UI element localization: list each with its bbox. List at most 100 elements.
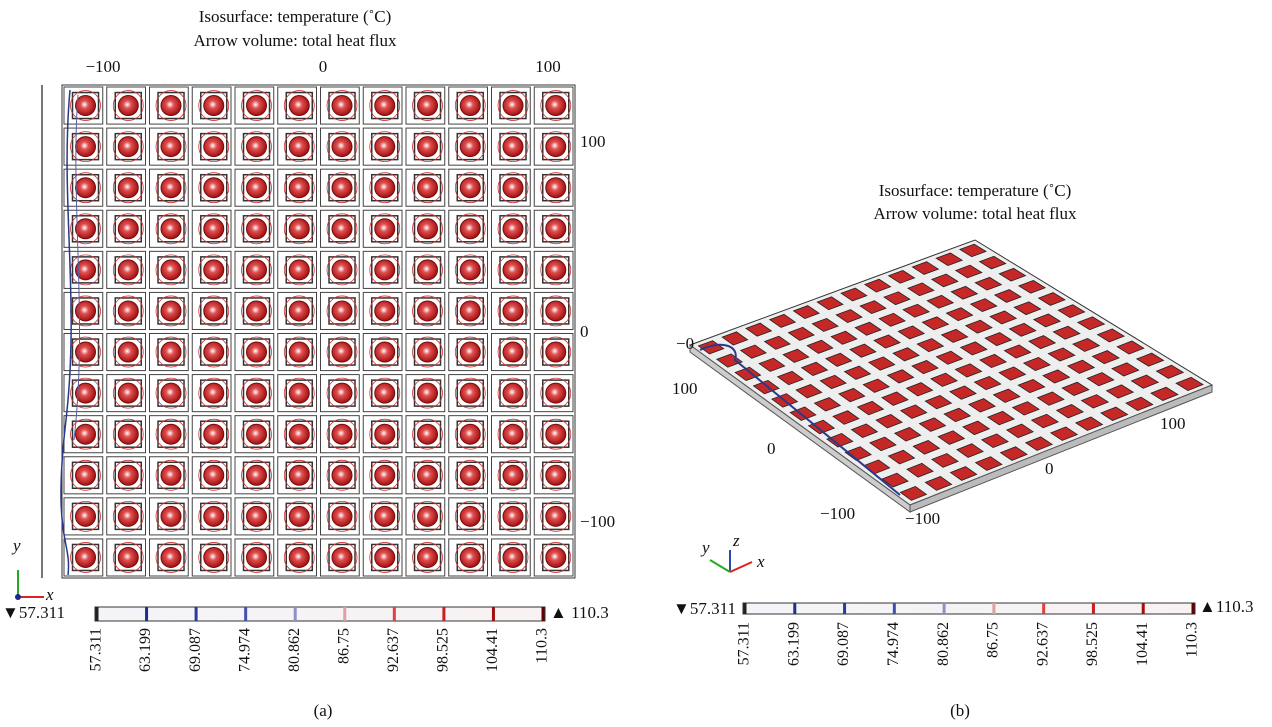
heat-spot <box>247 178 267 198</box>
figure: Isosurface: temperature (˚C) Arrow volum… <box>0 0 1272 727</box>
colorbar-tick: 110.3 <box>534 628 551 663</box>
axis-label: y <box>700 538 710 557</box>
heat-spot <box>161 260 181 280</box>
colorbar-mark <box>1142 603 1145 614</box>
heat-spot <box>118 506 138 526</box>
title: Arrow volume: total heat flux <box>193 31 397 50</box>
heat-spot <box>161 547 181 567</box>
heat-spot <box>289 342 309 362</box>
colorbar-tick: 98.525 <box>1084 622 1101 666</box>
heat-spot <box>161 465 181 485</box>
title: Isosurface: temperature (˚C) <box>199 7 392 26</box>
heat-spot <box>332 547 352 567</box>
colorbar-tick: 92.637 <box>1034 622 1051 666</box>
heat-spot <box>118 465 138 485</box>
colorbar-mark <box>96 607 99 621</box>
heat-spot <box>204 547 224 567</box>
colorbar <box>743 603 1195 614</box>
heat-spot <box>546 260 566 280</box>
colorbar-min: ▼57.311 <box>673 599 736 618</box>
heat-spot <box>418 465 438 485</box>
axis-label: x <box>45 585 54 604</box>
colorbar-tick: 110.3 <box>1184 622 1201 657</box>
caption: (a) <box>314 701 333 720</box>
colorbar-tick: 80.862 <box>935 622 952 666</box>
heat-spot <box>76 465 96 485</box>
heat-spot <box>460 260 480 280</box>
colorbar-max: ▲110.3 <box>1199 597 1253 616</box>
colorbar-tick: 104.41 <box>484 628 501 672</box>
colorbar-mark <box>893 603 896 614</box>
heat-spot <box>546 219 566 239</box>
heat-spot <box>460 342 480 362</box>
heat-spot <box>460 424 480 444</box>
heat-spot <box>546 465 566 485</box>
heat-spot <box>503 506 523 526</box>
tick-label: 0 <box>767 439 776 458</box>
colorbar-mark <box>343 607 346 621</box>
colorbar-tick: 74.974 <box>885 622 902 666</box>
title: Isosurface: temperature (˚C) <box>879 181 1072 200</box>
colorbar-tick: 63.199 <box>785 622 802 666</box>
axis-label: z <box>732 531 740 550</box>
colorbar-mark <box>1042 603 1045 614</box>
heat-spot <box>161 301 181 321</box>
heat-spot <box>546 301 566 321</box>
heat-spot <box>247 547 267 567</box>
heat-spot <box>161 506 181 526</box>
heat-spot <box>546 178 566 198</box>
axis-origin <box>15 594 21 600</box>
heat-spot <box>118 383 138 403</box>
heat-spot <box>332 137 352 157</box>
heat-spot <box>76 547 96 567</box>
heat-spot <box>503 178 523 198</box>
heat-spot <box>503 260 523 280</box>
heat-spot <box>289 547 309 567</box>
heat-spot <box>375 547 395 567</box>
tick-label: 100 <box>672 379 698 398</box>
heat-spot <box>332 96 352 116</box>
heat-spot <box>118 137 138 157</box>
colorbar-mark <box>943 603 946 614</box>
heat-spot <box>546 547 566 567</box>
tick-label: −100 <box>905 509 940 528</box>
heat-spot <box>375 424 395 444</box>
heat-spot <box>546 342 566 362</box>
heat-spot <box>289 506 309 526</box>
heat-spot <box>332 465 352 485</box>
heat-spot <box>503 383 523 403</box>
axis-label: x <box>756 552 765 571</box>
colorbar-tick: 69.087 <box>835 622 852 666</box>
heat-spot <box>247 383 267 403</box>
heat-spot <box>247 424 267 444</box>
heat-spot <box>76 506 96 526</box>
heat-spot <box>375 301 395 321</box>
heat-spot <box>289 178 309 198</box>
colorbar-tick: 80.862 <box>286 628 303 672</box>
heat-spot <box>247 260 267 280</box>
tick-label: −100 <box>580 512 615 531</box>
heat-spot <box>247 465 267 485</box>
colorbar-tick: 57.311 <box>88 628 105 671</box>
heat-spot <box>204 260 224 280</box>
heat-spot <box>289 96 309 116</box>
heat-spot <box>546 137 566 157</box>
colorbar <box>95 607 545 621</box>
heat-spot <box>332 260 352 280</box>
heat-spot <box>503 342 523 362</box>
tick-label: 0 <box>1045 459 1054 478</box>
heat-spot <box>460 547 480 567</box>
heat-spot <box>247 137 267 157</box>
colorbar-mark <box>492 607 495 621</box>
heat-spot <box>289 465 309 485</box>
heat-spot <box>460 301 480 321</box>
heat-spot <box>161 96 181 116</box>
colorbar-mark <box>1192 603 1195 614</box>
heat-spot <box>289 301 309 321</box>
heat-spot <box>375 383 395 403</box>
heat-spot <box>76 424 96 444</box>
heat-spot <box>418 506 438 526</box>
heat-spot <box>118 424 138 444</box>
heat-spot <box>418 96 438 116</box>
heat-spot <box>418 178 438 198</box>
